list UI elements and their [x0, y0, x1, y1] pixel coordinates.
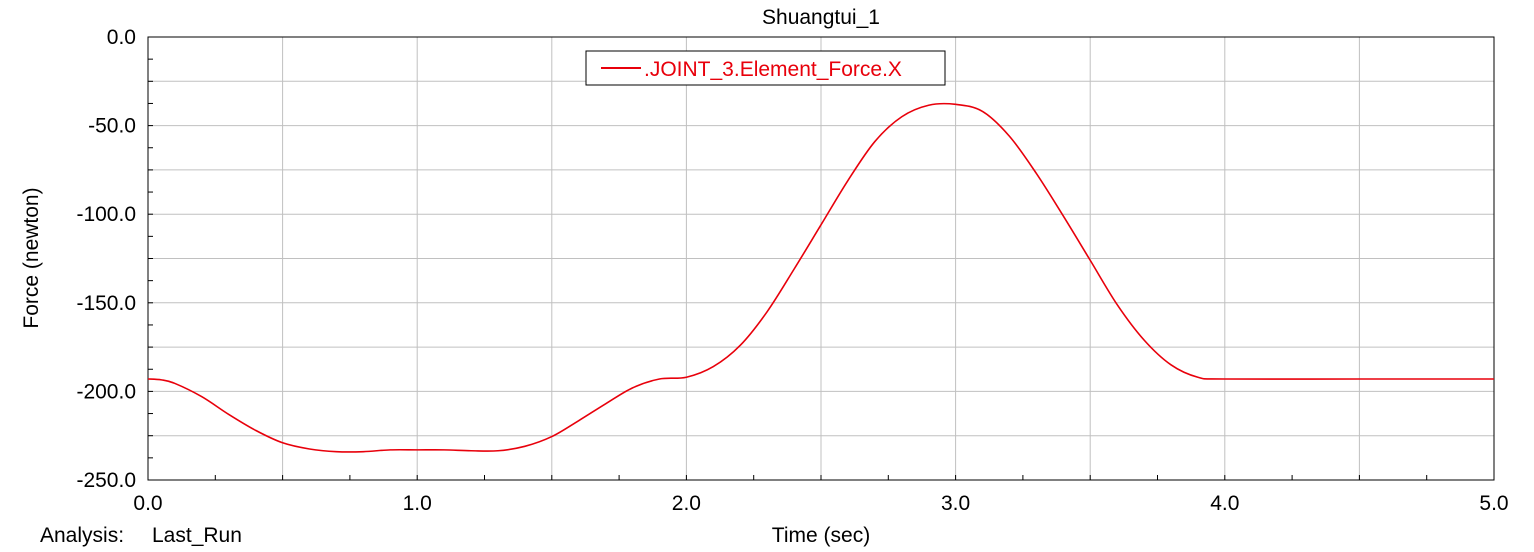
legend: .JOINT_3.Element_Force.X: [585, 50, 946, 86]
y-tick-label: 0.0: [107, 26, 136, 49]
x-tick-label: 4.0: [1210, 492, 1239, 515]
x-tick-labels: 0.0 1.0 2.0 3.0 4.0 5.0: [133, 492, 1508, 515]
x-axis-label: Time (sec): [772, 524, 870, 547]
x-tick-label: 3.0: [941, 492, 970, 515]
y-tick-label: -250.0: [76, 469, 136, 492]
analysis-label: Analysis:: [40, 524, 124, 547]
y-tick-label: -200.0: [76, 380, 136, 403]
x-tick-label: 0.0: [133, 492, 162, 515]
grid-lines: [148, 37, 1494, 480]
y-tick-label: -50.0: [88, 115, 136, 138]
x-tick-label: 1.0: [403, 492, 432, 515]
minor-ticks: [147, 36, 1495, 481]
y-tick-labels: 0.0 -50.0 -100.0 -150.0 -200.0 -250.0: [76, 26, 136, 492]
x-tick-label: 5.0: [1479, 492, 1508, 515]
plot-border: [147, 36, 1495, 481]
series-line: [147, 102, 1494, 453]
y-axis-label: Force (newton): [20, 187, 43, 328]
legend-series-label: .JOINT_3.Element_Force.X: [644, 58, 902, 81]
series-layer: [147, 102, 1494, 453]
y-tick-label: -150.0: [76, 292, 136, 315]
chart-title: Shuangtui_1: [762, 6, 880, 29]
x-tick-label: 2.0: [672, 492, 701, 515]
legend-box: [585, 50, 946, 86]
analysis-value: Last_Run: [152, 524, 242, 547]
y-tick-label: -100.0: [76, 203, 136, 226]
